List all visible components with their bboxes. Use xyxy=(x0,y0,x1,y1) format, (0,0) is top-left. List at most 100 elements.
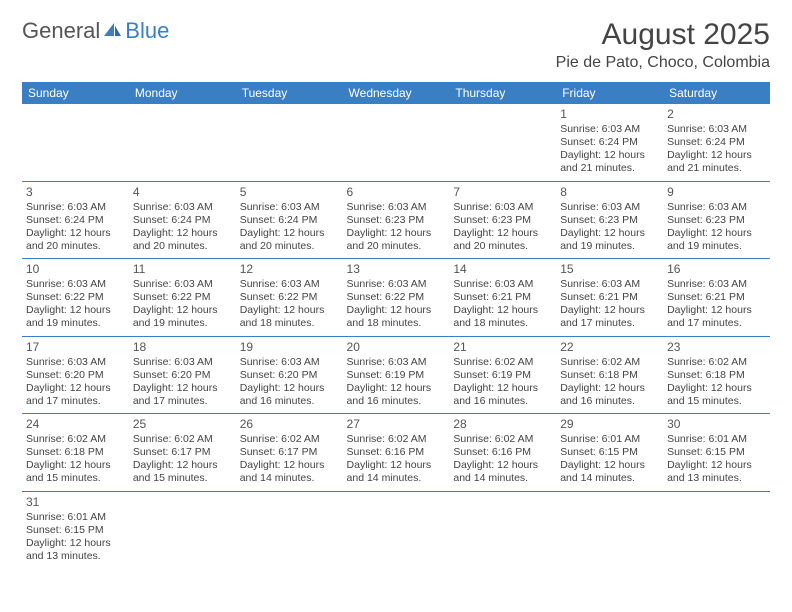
daylight-text: Daylight: 12 hours and 14 minutes. xyxy=(560,459,659,485)
sunset-text: Sunset: 6:19 PM xyxy=(347,369,446,382)
day-number: 19 xyxy=(240,340,339,355)
calendar-week-row: 17Sunrise: 6:03 AMSunset: 6:20 PMDayligh… xyxy=(22,336,770,414)
day-number: 31 xyxy=(26,495,125,510)
sunset-text: Sunset: 6:16 PM xyxy=(347,446,446,459)
weekday-header: Saturday xyxy=(663,82,770,104)
day-number: 7 xyxy=(453,185,552,200)
daylight-text: Daylight: 12 hours and 16 minutes. xyxy=(453,382,552,408)
day-number: 14 xyxy=(453,262,552,277)
sunset-text: Sunset: 6:16 PM xyxy=(453,446,552,459)
calendar-day-cell: 16Sunrise: 6:03 AMSunset: 6:21 PMDayligh… xyxy=(663,259,770,337)
calendar-day-cell: 25Sunrise: 6:02 AMSunset: 6:17 PMDayligh… xyxy=(129,414,236,492)
calendar-empty-cell xyxy=(449,104,556,181)
brand-text-1: General xyxy=(22,18,100,44)
sunset-text: Sunset: 6:18 PM xyxy=(560,369,659,382)
calendar-day-cell: 11Sunrise: 6:03 AMSunset: 6:22 PMDayligh… xyxy=(129,259,236,337)
weekday-header: Tuesday xyxy=(236,82,343,104)
day-number: 29 xyxy=(560,417,659,432)
sunrise-text: Sunrise: 6:03 AM xyxy=(240,356,339,369)
sunset-text: Sunset: 6:15 PM xyxy=(26,524,125,537)
calendar-day-cell: 20Sunrise: 6:03 AMSunset: 6:19 PMDayligh… xyxy=(343,336,450,414)
calendar-day-cell: 21Sunrise: 6:02 AMSunset: 6:19 PMDayligh… xyxy=(449,336,556,414)
weekday-header: Wednesday xyxy=(343,82,450,104)
calendar-empty-cell xyxy=(343,491,450,568)
calendar-day-cell: 5Sunrise: 6:03 AMSunset: 6:24 PMDaylight… xyxy=(236,181,343,259)
daylight-text: Daylight: 12 hours and 15 minutes. xyxy=(133,459,232,485)
sunset-text: Sunset: 6:22 PM xyxy=(133,291,232,304)
calendar-day-cell: 30Sunrise: 6:01 AMSunset: 6:15 PMDayligh… xyxy=(663,414,770,492)
sunrise-text: Sunrise: 6:03 AM xyxy=(26,278,125,291)
day-number: 2 xyxy=(667,107,766,122)
daylight-text: Daylight: 12 hours and 16 minutes. xyxy=(347,382,446,408)
weekday-header: Sunday xyxy=(22,82,129,104)
day-number: 5 xyxy=(240,185,339,200)
calendar-day-cell: 18Sunrise: 6:03 AMSunset: 6:20 PMDayligh… xyxy=(129,336,236,414)
sunset-text: Sunset: 6:21 PM xyxy=(667,291,766,304)
page-header: General Blue August 2025 Pie de Pato, Ch… xyxy=(22,18,770,72)
day-number: 30 xyxy=(667,417,766,432)
sunrise-text: Sunrise: 6:03 AM xyxy=(667,201,766,214)
sunrise-text: Sunrise: 6:03 AM xyxy=(560,278,659,291)
month-title: August 2025 xyxy=(556,18,770,52)
daylight-text: Daylight: 12 hours and 20 minutes. xyxy=(133,227,232,253)
calendar-day-cell: 15Sunrise: 6:03 AMSunset: 6:21 PMDayligh… xyxy=(556,259,663,337)
daylight-text: Daylight: 12 hours and 17 minutes. xyxy=(560,304,659,330)
sunrise-text: Sunrise: 6:03 AM xyxy=(26,356,125,369)
sunrise-text: Sunrise: 6:01 AM xyxy=(26,511,125,524)
daylight-text: Daylight: 12 hours and 16 minutes. xyxy=(240,382,339,408)
calendar-week-row: 3Sunrise: 6:03 AMSunset: 6:24 PMDaylight… xyxy=(22,181,770,259)
calendar-empty-cell xyxy=(236,104,343,181)
calendar-day-cell: 28Sunrise: 6:02 AMSunset: 6:16 PMDayligh… xyxy=(449,414,556,492)
calendar-day-cell: 8Sunrise: 6:03 AMSunset: 6:23 PMDaylight… xyxy=(556,181,663,259)
day-number: 22 xyxy=(560,340,659,355)
sunset-text: Sunset: 6:15 PM xyxy=(667,446,766,459)
calendar-week-row: 1Sunrise: 6:03 AMSunset: 6:24 PMDaylight… xyxy=(22,104,770,181)
calendar-day-cell: 2Sunrise: 6:03 AMSunset: 6:24 PMDaylight… xyxy=(663,104,770,181)
sunset-text: Sunset: 6:20 PM xyxy=(26,369,125,382)
sunset-text: Sunset: 6:24 PM xyxy=(240,214,339,227)
daylight-text: Daylight: 12 hours and 19 minutes. xyxy=(560,227,659,253)
daylight-text: Daylight: 12 hours and 21 minutes. xyxy=(560,149,659,175)
daylight-text: Daylight: 12 hours and 20 minutes. xyxy=(26,227,125,253)
sunrise-text: Sunrise: 6:03 AM xyxy=(240,278,339,291)
day-number: 17 xyxy=(26,340,125,355)
brand-text-2: Blue xyxy=(125,18,169,44)
sunset-text: Sunset: 6:15 PM xyxy=(560,446,659,459)
sunset-text: Sunset: 6:21 PM xyxy=(453,291,552,304)
calendar-empty-cell xyxy=(129,104,236,181)
sail-icon xyxy=(103,18,123,44)
sunrise-text: Sunrise: 6:02 AM xyxy=(347,433,446,446)
daylight-text: Daylight: 12 hours and 19 minutes. xyxy=(26,304,125,330)
sunrise-text: Sunrise: 6:01 AM xyxy=(560,433,659,446)
sunrise-text: Sunrise: 6:03 AM xyxy=(560,123,659,136)
calendar-week-row: 24Sunrise: 6:02 AMSunset: 6:18 PMDayligh… xyxy=(22,414,770,492)
calendar-day-cell: 10Sunrise: 6:03 AMSunset: 6:22 PMDayligh… xyxy=(22,259,129,337)
sunrise-text: Sunrise: 6:02 AM xyxy=(240,433,339,446)
sunrise-text: Sunrise: 6:02 AM xyxy=(453,433,552,446)
sunrise-text: Sunrise: 6:03 AM xyxy=(560,201,659,214)
calendar-day-cell: 4Sunrise: 6:03 AMSunset: 6:24 PMDaylight… xyxy=(129,181,236,259)
daylight-text: Daylight: 12 hours and 18 minutes. xyxy=(240,304,339,330)
day-number: 26 xyxy=(240,417,339,432)
daylight-text: Daylight: 12 hours and 20 minutes. xyxy=(347,227,446,253)
sunset-text: Sunset: 6:23 PM xyxy=(667,214,766,227)
calendar-day-cell: 6Sunrise: 6:03 AMSunset: 6:23 PMDaylight… xyxy=(343,181,450,259)
day-number: 1 xyxy=(560,107,659,122)
daylight-text: Daylight: 12 hours and 21 minutes. xyxy=(667,149,766,175)
brand-logo: General Blue xyxy=(22,18,169,44)
day-number: 27 xyxy=(347,417,446,432)
daylight-text: Daylight: 12 hours and 15 minutes. xyxy=(667,382,766,408)
day-number: 10 xyxy=(26,262,125,277)
daylight-text: Daylight: 12 hours and 14 minutes. xyxy=(453,459,552,485)
day-number: 25 xyxy=(133,417,232,432)
day-number: 28 xyxy=(453,417,552,432)
day-number: 3 xyxy=(26,185,125,200)
sunrise-text: Sunrise: 6:02 AM xyxy=(26,433,125,446)
sunrise-text: Sunrise: 6:03 AM xyxy=(667,278,766,291)
sunset-text: Sunset: 6:24 PM xyxy=(133,214,232,227)
sunset-text: Sunset: 6:18 PM xyxy=(667,369,766,382)
sunrise-text: Sunrise: 6:01 AM xyxy=(667,433,766,446)
calendar-day-cell: 24Sunrise: 6:02 AMSunset: 6:18 PMDayligh… xyxy=(22,414,129,492)
sunrise-text: Sunrise: 6:03 AM xyxy=(667,123,766,136)
sunset-text: Sunset: 6:22 PM xyxy=(26,291,125,304)
